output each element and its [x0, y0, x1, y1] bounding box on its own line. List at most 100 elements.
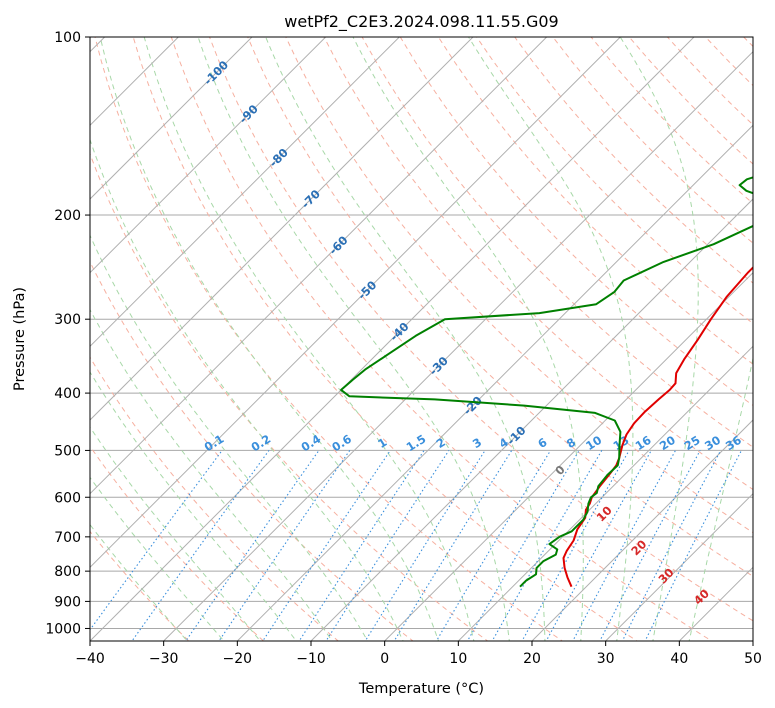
mixing-ratio-line: [572, 450, 676, 641]
dry-adiabat-line: [90, 445, 265, 641]
dry-adiabat-line: [323, 37, 753, 491]
x-axis-title: Temperature (°C): [358, 681, 484, 697]
x-tick-label: 10: [449, 651, 467, 667]
x-tick-label: 50: [744, 651, 762, 667]
moist-adiabat-line: [352, 37, 584, 641]
mixing-ratio-line: [185, 450, 320, 641]
y-tick-label: 600: [54, 490, 81, 506]
chart-title: wetPf2_C2E3.2024.098.11.55.G09: [284, 12, 558, 32]
y-tick-label: 800: [54, 564, 81, 580]
dry-adiabat-line: [170, 37, 713, 641]
isotherm-line: [605, 492, 753, 641]
y-tick-label: 200: [54, 208, 81, 224]
dry-adiabat-line: [552, 37, 753, 244]
mixing-ratio-line: [491, 450, 603, 641]
isotherm-line: [90, 37, 327, 274]
moist-adiabat-line: [197, 37, 510, 641]
moist-adiabat-line: [90, 371, 297, 641]
x-tick-label: −10: [296, 651, 326, 667]
isotherm-line: [531, 419, 753, 641]
dry-adiabat-line: [437, 37, 753, 365]
y-tick-label: 400: [54, 386, 81, 402]
moist-adiabat-line: [619, 37, 699, 641]
dry-adiabat-line: [132, 37, 638, 641]
moist-adiabat-label: 10: [594, 503, 615, 524]
mixing-ratio-line: [131, 450, 270, 641]
mixing-ratio-line: [545, 450, 652, 641]
mixing-ratio-line: [262, 450, 391, 641]
moist-adiabat-line: [90, 426, 261, 641]
dry-adiabat-line: [90, 260, 414, 641]
mixing-ratio-label: 1: [375, 435, 389, 451]
mixing-ratio-label: 6: [535, 435, 549, 451]
isotherm-line: [752, 640, 753, 641]
moist-adiabat-line: [468, 37, 634, 641]
mixing-ratio-line: [644, 450, 742, 641]
plot-frame: [89, 36, 754, 642]
mixing-ratio-line: [435, 450, 552, 641]
mixing-ratio-line: [466, 450, 580, 641]
dry-adiabat-line: [514, 37, 753, 284]
moist-adiabat-line: [90, 476, 225, 641]
isotherm-line: [678, 566, 753, 641]
dry-adiabat-line: [667, 37, 753, 126]
mixing-ratio-label: 8: [564, 435, 578, 451]
isotherm-line: [90, 37, 474, 421]
isotherm-line: [90, 37, 400, 348]
moist-adiabat-label: 0: [552, 462, 568, 478]
mixing-ratio-line: [298, 450, 425, 641]
mixing-ratio-line: [521, 450, 630, 641]
isotherm-line: [457, 345, 753, 641]
dry-adiabat-line: [94, 37, 564, 641]
isotherm-line: [310, 198, 753, 641]
dry-adiabat-line: [247, 37, 753, 577]
mixing-ratio-line: [325, 450, 450, 641]
mixing-ratio-label: 1.5: [404, 432, 429, 455]
y-tick-label: 100: [54, 30, 81, 46]
y-axis-title: Pressure (hPa): [12, 287, 28, 391]
x-tick-label: −40: [75, 651, 105, 667]
dry-adiabat-line: [90, 356, 339, 641]
mixing-ratio-label: 0.4: [299, 432, 324, 455]
moist-adiabat-line: [99, 37, 440, 641]
mixing-ratio-label: 2: [434, 435, 448, 451]
isotherm-line: [384, 271, 753, 641]
x-tick-label: 40: [670, 651, 688, 667]
moist-adiabat-label: 40: [691, 586, 712, 607]
x-tick-label: −20: [223, 651, 253, 667]
mixing-ratio-line: [364, 450, 486, 641]
x-tick-label: 0: [380, 651, 389, 667]
dry-adiabat-line: [90, 152, 489, 641]
mixing-ratio-label: 3: [470, 435, 484, 451]
y-tick-label: 1000: [45, 621, 81, 637]
y-tick-label: 700: [54, 530, 81, 546]
x-tick-label: 20: [523, 651, 541, 667]
dry-adiabat-line: [285, 37, 753, 534]
mixing-ratio-label: 0.2: [249, 432, 274, 455]
mixing-ratio-line: [218, 450, 351, 641]
y-tick-label: 500: [54, 443, 81, 459]
mixing-ratio-label: 0.6: [329, 432, 354, 455]
dry-adiabat-line: [209, 37, 753, 622]
mixing-ratio-line: [90, 450, 223, 631]
isotherm-line: [90, 37, 695, 641]
dry-adiabat-line: [590, 37, 753, 205]
isotherm-line: [90, 37, 253, 200]
isotherm-line: [90, 37, 621, 569]
y-tick-label: 300: [54, 312, 81, 328]
isotherm-line: [236, 124, 753, 641]
x-tick-label: −30: [149, 651, 179, 667]
moist-adiabat-line: [90, 138, 404, 641]
isotherm-line: [163, 50, 753, 641]
dry-adiabat-line: [705, 37, 753, 87]
x-tick-label: 30: [597, 651, 615, 667]
dewpoint-profile: [340, 176, 753, 588]
dry-adiabat-line: [361, 37, 753, 448]
isotherm-line: [90, 37, 548, 495]
moist-adiabat-line: [90, 234, 369, 641]
moist-adiabat-line: [90, 308, 333, 641]
y-tick-label: 900: [54, 594, 81, 610]
moist-adiabat-line: [90, 523, 188, 641]
mixing-ratio-line: [393, 450, 513, 641]
